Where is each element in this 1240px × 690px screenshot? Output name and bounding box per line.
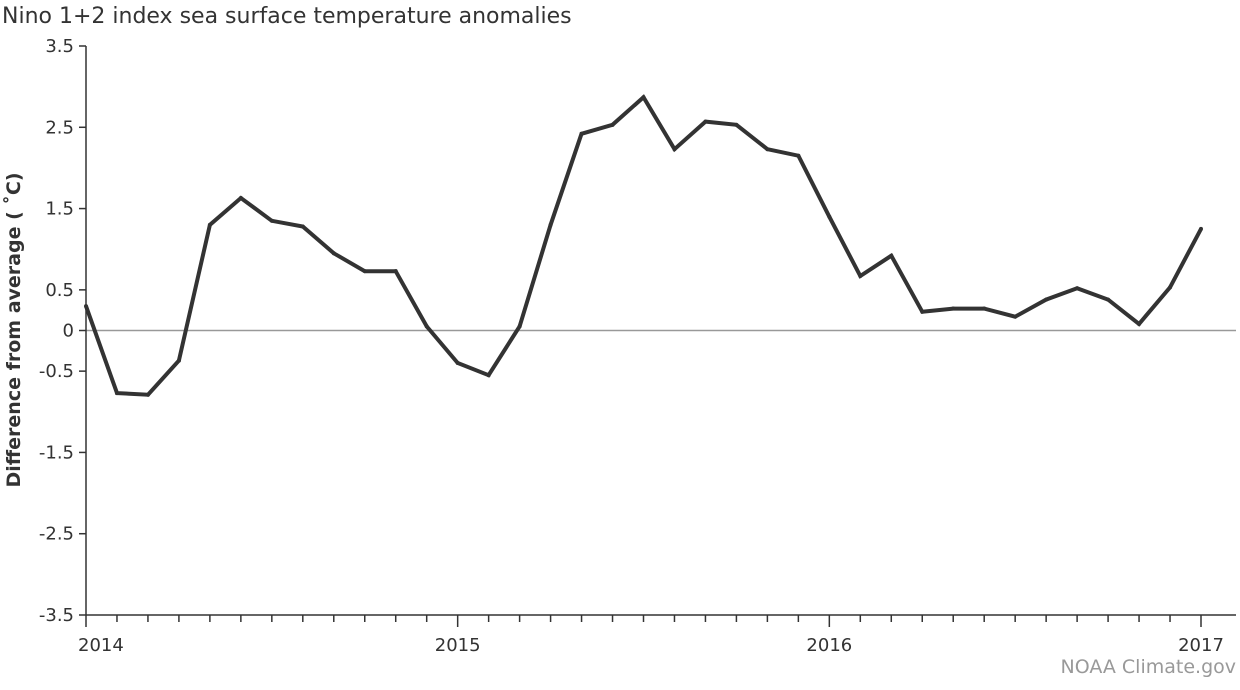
y-tick-label: -1.5 bbox=[39, 442, 74, 463]
y-tick-label: 2.5 bbox=[45, 117, 74, 138]
data-point bbox=[920, 309, 925, 314]
data-point bbox=[796, 153, 801, 158]
series-group bbox=[84, 94, 1203, 397]
data-point bbox=[703, 119, 708, 124]
y-tick-label: -0.5 bbox=[39, 361, 74, 382]
y-tick-label: -3.5 bbox=[39, 605, 74, 626]
data-point bbox=[672, 147, 677, 152]
data-point bbox=[641, 95, 646, 100]
data-point bbox=[734, 122, 739, 127]
y-tick-label: 3.5 bbox=[45, 36, 74, 57]
y-tick-label: 1.5 bbox=[45, 199, 74, 220]
data-point bbox=[1044, 297, 1049, 302]
data-point bbox=[362, 269, 367, 274]
data-point bbox=[827, 214, 832, 219]
axes: -3.5 -2.5 -1.5 -0.5 0 0.5 1.5 2.5 3.5 2014 2015 201… bbox=[39, 36, 1236, 656]
data-point bbox=[455, 361, 460, 366]
data-point bbox=[889, 253, 894, 258]
data-point bbox=[486, 373, 491, 378]
data-point bbox=[548, 222, 553, 227]
chart-title: Nino 1+2 index sea surface temperature a… bbox=[2, 4, 572, 29]
data-point bbox=[579, 131, 584, 136]
data-point bbox=[1137, 321, 1142, 326]
data-point bbox=[1199, 226, 1203, 231]
data-point bbox=[176, 358, 181, 363]
data-point bbox=[1013, 314, 1018, 319]
data-point bbox=[331, 251, 336, 256]
data-point bbox=[84, 304, 88, 309]
x-tick-label: 2016 bbox=[806, 635, 852, 656]
data-point bbox=[1168, 285, 1173, 290]
x-tick-label: 2015 bbox=[435, 635, 481, 656]
y-axis-title: Difference from average ( ˚C) bbox=[2, 172, 25, 487]
data-point bbox=[517, 324, 522, 329]
data-point bbox=[982, 306, 987, 311]
x-tick-label: 2014 bbox=[78, 635, 124, 656]
credit-text: NOAA Climate.gov bbox=[1060, 656, 1236, 678]
data-point bbox=[765, 147, 770, 152]
data-point bbox=[300, 224, 305, 229]
data-point bbox=[858, 274, 863, 279]
data-point bbox=[269, 218, 274, 223]
data-point bbox=[238, 196, 243, 201]
y-tick-label: -2.5 bbox=[39, 524, 74, 545]
y-tick-label: 0 bbox=[63, 321, 74, 342]
data-point bbox=[951, 306, 956, 311]
data-point bbox=[1075, 286, 1080, 291]
series-line bbox=[84, 94, 1203, 397]
data-point bbox=[207, 222, 212, 227]
x-tick-label: 2017 bbox=[1178, 635, 1224, 656]
data-point bbox=[114, 391, 119, 396]
data-point bbox=[145, 392, 150, 397]
y-tick-label: 0.5 bbox=[45, 280, 74, 301]
data-point bbox=[1106, 297, 1111, 302]
data-point bbox=[610, 122, 615, 127]
data-point bbox=[393, 269, 398, 274]
data-point bbox=[424, 324, 429, 329]
